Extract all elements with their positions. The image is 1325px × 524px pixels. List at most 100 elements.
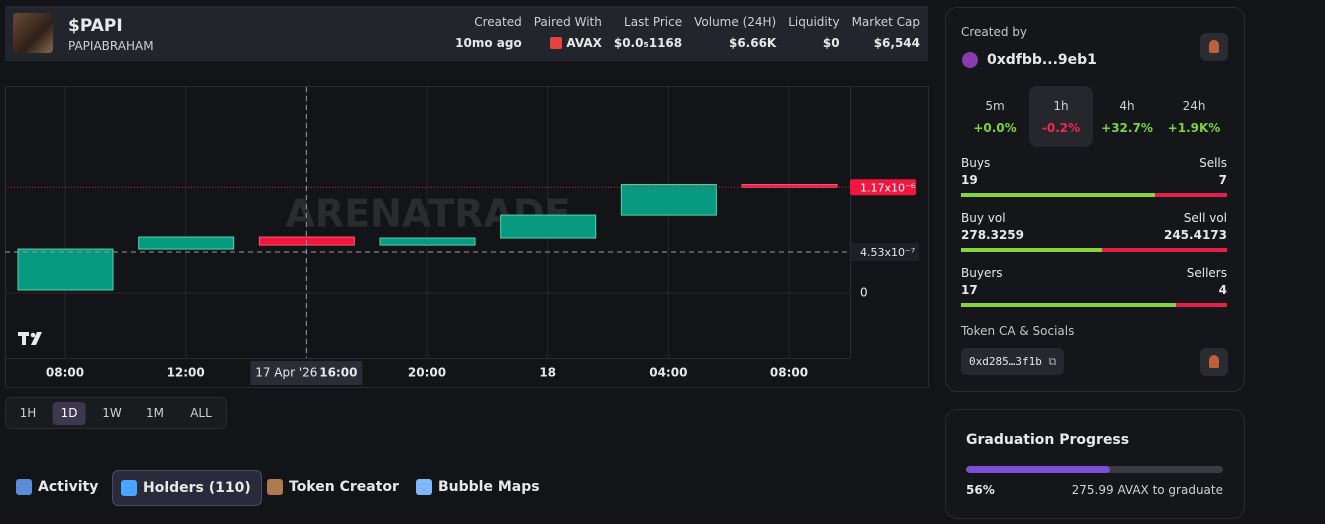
creator-avatar bbox=[962, 52, 978, 68]
graduation-fill bbox=[966, 466, 1110, 473]
stat-value: $0.0₅1168 bbox=[614, 36, 682, 50]
copy-icon[interactable]: ⧉ bbox=[1048, 355, 1057, 368]
change-value: +32.7% bbox=[1101, 121, 1153, 135]
price-change[interactable]: 1h -0.2% bbox=[1029, 86, 1093, 147]
change-value: +1.9K% bbox=[1167, 121, 1221, 135]
token-header: $PAPI PAPIABRAHAM Created 10mo ago Paired … bbox=[5, 6, 928, 61]
trade-right-value: 245.4173 bbox=[1163, 228, 1227, 242]
trade-left-label: Buyers bbox=[961, 266, 1003, 280]
tradingview-logo bbox=[18, 332, 42, 345]
candle bbox=[500, 214, 597, 239]
tab-icon bbox=[416, 479, 432, 495]
crosshair-date: 17 Apr '26 bbox=[255, 366, 317, 380]
token-stats: Created 10mo ago Paired With AVAX Last Price… bbox=[455, 15, 920, 50]
trade-right-value: 4 bbox=[1218, 283, 1227, 297]
buy-bar bbox=[961, 303, 1177, 307]
token-info-card bbox=[945, 7, 1245, 392]
creator-icon-button[interactable] bbox=[1200, 33, 1228, 61]
graduation-remaining: 275.99 AVAX to graduate bbox=[1071, 483, 1223, 497]
stat-value: $0 bbox=[823, 36, 840, 50]
contract-address[interactable]: 0xd285…3f1b ⧉ bbox=[961, 348, 1065, 375]
current-price-tag bbox=[850, 179, 916, 196]
timeframe-button[interactable]: 1H bbox=[19, 406, 37, 420]
stat-label: Created bbox=[474, 15, 522, 29]
change-period: 5m bbox=[985, 99, 1005, 113]
change-period: 24h bbox=[1182, 99, 1206, 113]
stat-value-text: $0.0₅1168 bbox=[613, 36, 683, 50]
stat-value: $6,544 bbox=[874, 36, 920, 50]
stat-value: 10mo ago bbox=[455, 36, 522, 50]
timeframe-selector: 1H 1D 1W 1M ALL bbox=[5, 397, 227, 429]
tab-label: Activity bbox=[38, 479, 99, 495]
stat-value-text: 10mo ago bbox=[455, 36, 522, 50]
stat: Market Cap $6,544 bbox=[852, 15, 920, 50]
token-name: $PAPI bbox=[68, 16, 123, 36]
candle bbox=[138, 236, 235, 250]
tab[interactable]: Activity bbox=[8, 470, 108, 504]
tab[interactable]: Token Creator bbox=[259, 470, 409, 504]
tab[interactable]: Bubble Maps bbox=[408, 470, 550, 504]
token-avatar bbox=[13, 13, 53, 53]
price-change[interactable]: 5m +0.0% bbox=[961, 86, 1029, 147]
sell-bar bbox=[1155, 193, 1227, 197]
trade-left-value: 19 bbox=[961, 173, 978, 187]
candle bbox=[620, 184, 717, 216]
candle bbox=[379, 237, 476, 246]
tab-label: Bubble Maps bbox=[438, 479, 540, 495]
trade-left-label: Buys bbox=[961, 156, 991, 170]
tab-icon bbox=[121, 480, 137, 496]
contract-address-text: 0xd285…3f1b bbox=[969, 355, 1042, 368]
stat-value-text: $6,544 bbox=[873, 36, 920, 50]
buy-bar bbox=[961, 248, 1103, 252]
x-tick-label: 12:00 bbox=[167, 366, 205, 380]
socials-icon-button[interactable] bbox=[1200, 348, 1228, 376]
stat-label: Liquidity bbox=[788, 15, 840, 29]
graduation-track bbox=[966, 466, 1223, 473]
stat-label: Market Cap bbox=[851, 15, 920, 29]
stat: Last Price $0.0₅1168 bbox=[614, 15, 682, 50]
tab-label: Holders (110) bbox=[143, 480, 251, 496]
x-tick-label: 18 bbox=[539, 366, 556, 380]
timeframe-button[interactable]: 1W bbox=[102, 406, 122, 420]
timeframe-button[interactable]: 1D bbox=[52, 402, 86, 425]
trade-right-label: Sell vol bbox=[1183, 211, 1227, 225]
crosshair-price-label: 4.53x10⁻⁷ bbox=[860, 246, 915, 259]
stat: Paired With AVAX bbox=[534, 15, 602, 50]
stat-value-text: AVAX bbox=[566, 36, 602, 50]
stat: Created 10mo ago bbox=[455, 15, 522, 50]
x-tick-label: 04:00 bbox=[649, 366, 687, 380]
sell-bar bbox=[1176, 303, 1227, 307]
change-period: 1h bbox=[1053, 99, 1069, 113]
tab-label: Token Creator bbox=[289, 479, 399, 495]
trade-right-label: Sellers bbox=[1186, 266, 1227, 280]
stat-label: Paired With bbox=[533, 15, 602, 29]
avax-icon bbox=[550, 37, 563, 49]
crosshair-price-tag bbox=[851, 243, 919, 262]
x-tick-label: 20:00 bbox=[408, 366, 446, 380]
trade-left-label: Buy vol bbox=[961, 211, 1006, 225]
x-tick-label: 16:00 bbox=[319, 366, 357, 380]
tab-icon bbox=[16, 479, 32, 495]
stat-value: $6.66K bbox=[729, 36, 776, 50]
price-change[interactable]: 4h +32.7% bbox=[1093, 86, 1161, 147]
tab-icon bbox=[267, 479, 283, 495]
trade-left-value: 278.3259 bbox=[961, 228, 1025, 242]
change-period: 4h bbox=[1119, 99, 1135, 113]
stat: Volume (24H) $6.66K bbox=[694, 15, 776, 50]
stat-value: AVAX bbox=[550, 36, 602, 50]
graduation-percent: 56% bbox=[966, 483, 995, 497]
timeframe-button[interactable]: ALL bbox=[190, 406, 212, 420]
crosshair-time-tag bbox=[250, 361, 363, 385]
stat-value-text: $6.66K bbox=[728, 36, 777, 50]
candle bbox=[741, 184, 838, 188]
price-change[interactable]: 24h +1.9K% bbox=[1161, 86, 1227, 147]
creator-address[interactable]: 0xdfbb...9eb1 bbox=[987, 52, 1097, 68]
creator-heading: Created by bbox=[961, 25, 1028, 39]
candle bbox=[17, 248, 114, 291]
current-price-label: 1.17x10⁻⁶ bbox=[860, 181, 916, 194]
timeframe-button[interactable]: 1M bbox=[146, 406, 164, 420]
chart: ARENATRADE 01.17x10⁻⁶4.53x10⁻⁷08:00 12:00… bbox=[5, 86, 929, 388]
graduation-card bbox=[945, 409, 1245, 519]
tab[interactable]: Holders (110) bbox=[112, 470, 262, 506]
